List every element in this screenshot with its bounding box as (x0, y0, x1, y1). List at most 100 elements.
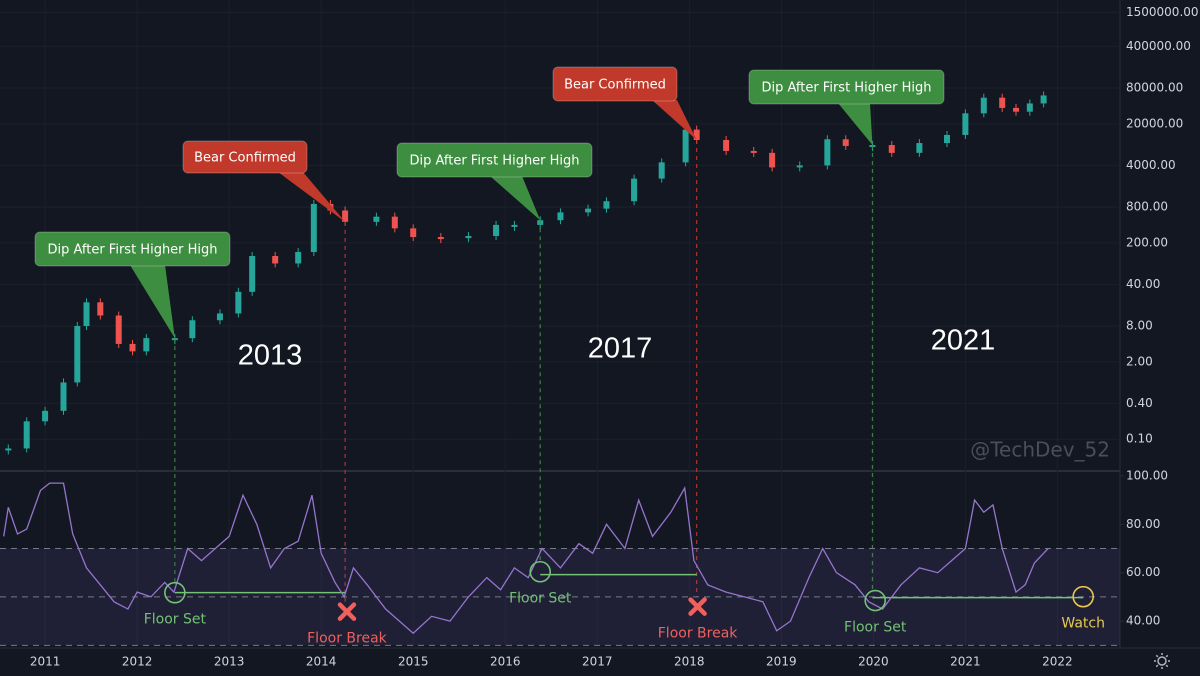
candle (1040, 95, 1047, 104)
y-tick-label: 1500000.00 (1126, 5, 1199, 19)
marker-label: Floor Set (844, 620, 907, 636)
rsi-line (3, 482, 1049, 635)
candle (493, 224, 500, 237)
cycle-label: 2021 (931, 325, 996, 357)
candle (235, 291, 242, 314)
callout-pointer (130, 265, 175, 339)
marker-label: Floor Break (307, 631, 388, 647)
candle (60, 382, 67, 411)
candle (115, 315, 122, 344)
candle (557, 212, 564, 221)
y-tick-label: 80.00 (1126, 517, 1160, 531)
x-tick-label: 2015 (398, 655, 429, 669)
candle (249, 256, 256, 292)
candle (980, 97, 987, 114)
settings-icon[interactable] (1154, 653, 1170, 669)
candle (465, 236, 472, 239)
y-tick-label: 400000.00 (1126, 39, 1191, 53)
cycle-label: 2017 (588, 333, 653, 365)
marker-label: Watch (1061, 616, 1105, 632)
candle (723, 139, 730, 151)
x-tick-label: 2016 (490, 655, 521, 669)
y-tick-label: 60.00 (1126, 565, 1160, 579)
candle (824, 139, 831, 166)
callout-box (552, 66, 678, 102)
cycle-label: 2013 (238, 340, 303, 372)
marker-cross (688, 597, 707, 616)
candle (97, 302, 104, 316)
y-tick-label: 40.00 (1126, 277, 1160, 291)
x-tick-label: 2014 (306, 655, 337, 669)
callout-text: Bear Confirmed (194, 151, 296, 166)
candle (682, 129, 689, 163)
candle (410, 228, 417, 238)
y-tick-label: 4000.00 (1126, 158, 1176, 172)
candle (943, 134, 950, 144)
candle (295, 252, 302, 264)
y-tick-label: 2.00 (1126, 354, 1153, 368)
candle (23, 421, 30, 449)
marker-label: Floor Set (144, 612, 207, 628)
callout-box (182, 140, 308, 174)
candle (342, 210, 349, 222)
callout-pointer (838, 103, 873, 146)
candle (74, 325, 81, 383)
callout-text: Dip After First Higher High (761, 81, 931, 96)
y-tick-label: 200.00 (1126, 235, 1168, 249)
candle (1026, 103, 1033, 112)
x-tick-label: 2020 (858, 655, 889, 669)
x-tick-label: 2018 (674, 655, 705, 669)
candle (83, 302, 90, 326)
y-tick-label: 0.10 (1126, 432, 1153, 446)
candle (658, 162, 665, 179)
marker-circle (864, 589, 887, 612)
candle (437, 237, 444, 240)
marker-label: Floor Break (658, 626, 739, 642)
candle (5, 448, 12, 451)
callout-box (396, 142, 593, 178)
y-tick-label: 20000.00 (1126, 116, 1183, 130)
candle (631, 178, 638, 202)
y-tick-label: 800.00 (1126, 199, 1168, 213)
candle (189, 320, 196, 339)
y-tick-label: 8.00 (1126, 318, 1153, 332)
y-tick-label: 80000.00 (1126, 80, 1183, 94)
candle (769, 152, 776, 168)
candle (129, 343, 136, 352)
candle (999, 97, 1006, 108)
candle (916, 143, 923, 153)
marker-label: Floor Set (509, 591, 572, 607)
callout-pointer (278, 172, 346, 222)
candle (888, 145, 895, 153)
candle (272, 256, 279, 264)
y-tick-label: 0.40 (1126, 396, 1153, 410)
y-tick-label: 100.00 (1126, 468, 1168, 482)
candle (373, 216, 380, 222)
candle (796, 165, 803, 168)
candle (310, 203, 317, 253)
candle (603, 201, 610, 209)
callout-box (34, 231, 231, 267)
marker-circle (164, 581, 186, 604)
candle (511, 224, 518, 227)
callout-box (748, 69, 945, 105)
callout-text: Bear Confirmed (564, 78, 666, 93)
x-tick-label: 2012 (122, 655, 153, 669)
marker-circle (529, 560, 552, 583)
x-tick-label: 2021 (950, 655, 981, 669)
x-tick-label: 2017 (582, 655, 613, 669)
callout-text: Dip After First Higher High (47, 243, 217, 258)
callout-text: Dip After First Higher High (409, 154, 579, 169)
x-tick-label: 2011 (30, 655, 61, 669)
candle (391, 216, 398, 229)
candle (1013, 107, 1020, 112)
x-tick-label: 2022 (1042, 655, 1073, 669)
x-tick-label: 2013 (214, 655, 245, 669)
candle (842, 139, 849, 146)
marker-cross (337, 602, 357, 621)
candle (962, 113, 969, 135)
y-tick-label: 40.00 (1126, 614, 1160, 628)
candle (216, 313, 223, 321)
